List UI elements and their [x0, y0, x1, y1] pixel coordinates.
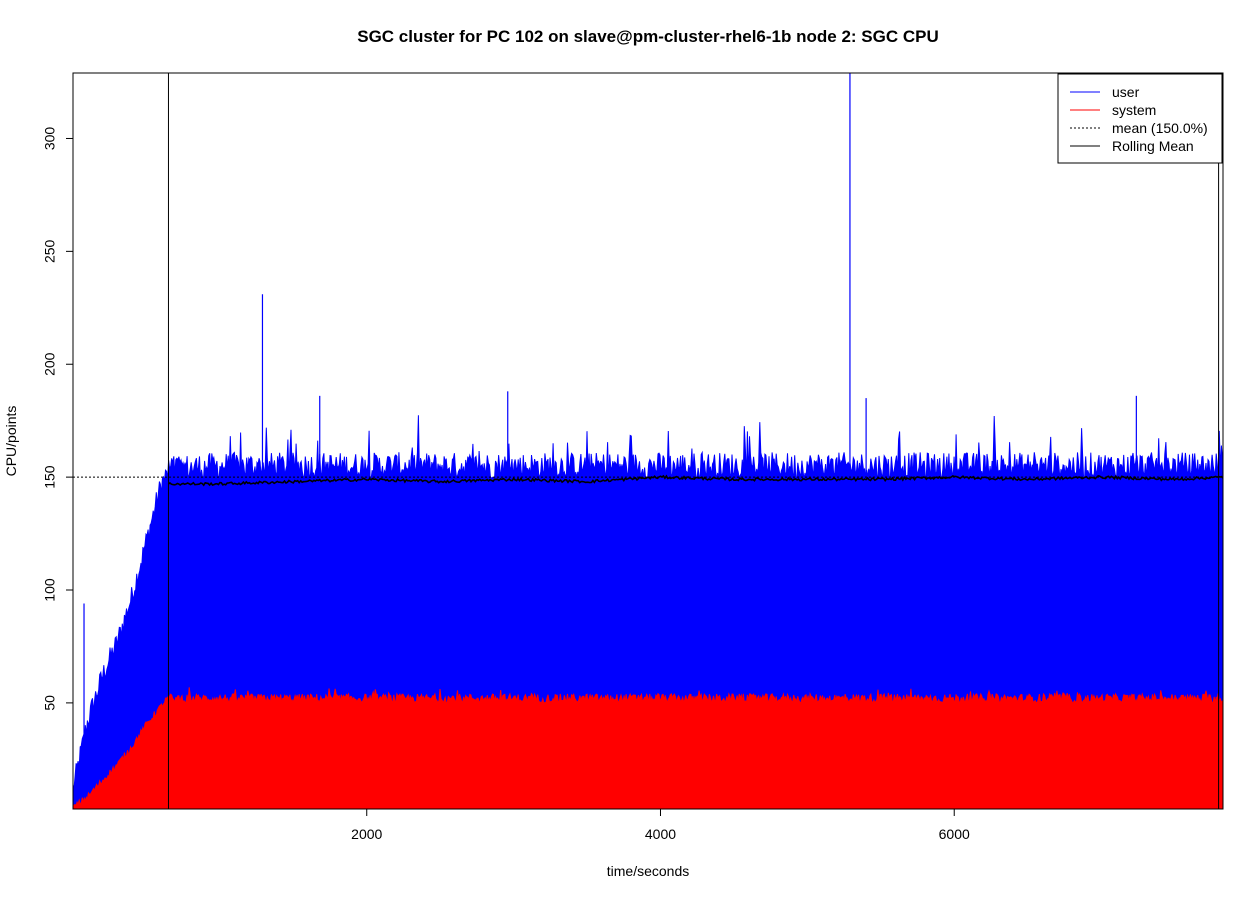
legend-box — [1057, 73, 1223, 164]
legend-label: Rolling Mean — [1112, 138, 1194, 154]
legend-label: mean (150.0%) — [1112, 120, 1208, 136]
chart-title: SGC cluster for PC 102 on slave@pm-clust… — [357, 27, 939, 46]
y-tick-label: 300 — [42, 127, 58, 151]
x-tick-label: 4000 — [645, 826, 676, 842]
series-system-area — [73, 687, 1223, 809]
x-tick-label: 2000 — [351, 826, 382, 842]
y-tick-label: 150 — [42, 465, 58, 489]
y-tick-label: 200 — [42, 352, 58, 376]
y-axis-label: CPU/points — [3, 406, 19, 477]
y-tick-label: 100 — [42, 578, 58, 602]
legend-label: system — [1112, 102, 1156, 118]
axes: 2000 4000 6000 50 100 150 200 250 300 — [42, 72, 1224, 842]
series-rolling-mean-line — [168, 474, 1223, 487]
y-tick-label: 50 — [42, 695, 58, 711]
plot-area — [73, 73, 1223, 809]
x-tick-label: 6000 — [939, 826, 970, 842]
y-tick-label: 250 — [42, 239, 58, 263]
legend: user system mean (150.0%) Rolling Mean — [1057, 73, 1223, 164]
x-axis-label: time/seconds — [607, 863, 689, 879]
plot-frame — [72, 72, 1224, 810]
legend-label: user — [1112, 84, 1140, 100]
